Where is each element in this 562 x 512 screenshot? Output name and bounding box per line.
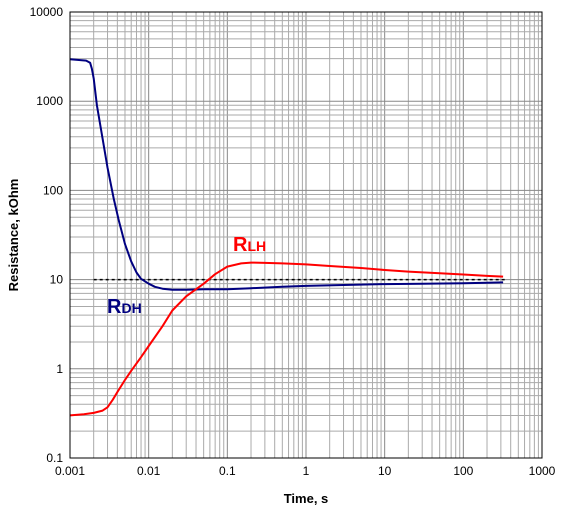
y-tick-label: 100 bbox=[43, 183, 63, 197]
x-axis-title: Time, s bbox=[284, 491, 329, 506]
series-line-rdh bbox=[69, 58, 504, 291]
series-label-rlh-sub: LH bbox=[247, 238, 266, 254]
grid bbox=[69, 12, 542, 459]
y-tick-label: 10000 bbox=[30, 5, 64, 19]
x-tick-label: 1 bbox=[303, 464, 310, 478]
x-tick-labels: 0.001 0.01 0.1 1 10 100 1000 bbox=[55, 464, 556, 478]
y-tick-labels: 0.1 1 10 100 1000 10000 bbox=[30, 5, 64, 465]
y-tick-label: 1000 bbox=[36, 94, 63, 108]
y-axis-title: Resistance, kOhm bbox=[6, 179, 21, 292]
y-tick-label: 10 bbox=[50, 273, 64, 287]
series-label-rdh: RDH bbox=[107, 296, 142, 318]
series-label-rlh-main: R bbox=[233, 234, 248, 256]
series-label-rdh-sub: DH bbox=[121, 300, 141, 316]
series-group bbox=[69, 58, 504, 417]
x-tick-label: 100 bbox=[453, 464, 473, 478]
y-tick-label: 1 bbox=[56, 362, 63, 376]
series-label-rdh-main: R bbox=[107, 296, 122, 318]
series-line-rlh bbox=[69, 261, 504, 417]
x-tick-label: 0.001 bbox=[55, 464, 85, 478]
x-tick-label: 10 bbox=[378, 464, 392, 478]
x-tick-label: 1000 bbox=[529, 464, 556, 478]
y-tick-label: 0.1 bbox=[46, 451, 63, 465]
x-tick-label: 0.1 bbox=[219, 464, 236, 478]
series-label-rlh: RLH bbox=[233, 234, 266, 256]
plot-frame bbox=[69, 11, 543, 459]
x-tick-label: 0.01 bbox=[137, 464, 161, 478]
